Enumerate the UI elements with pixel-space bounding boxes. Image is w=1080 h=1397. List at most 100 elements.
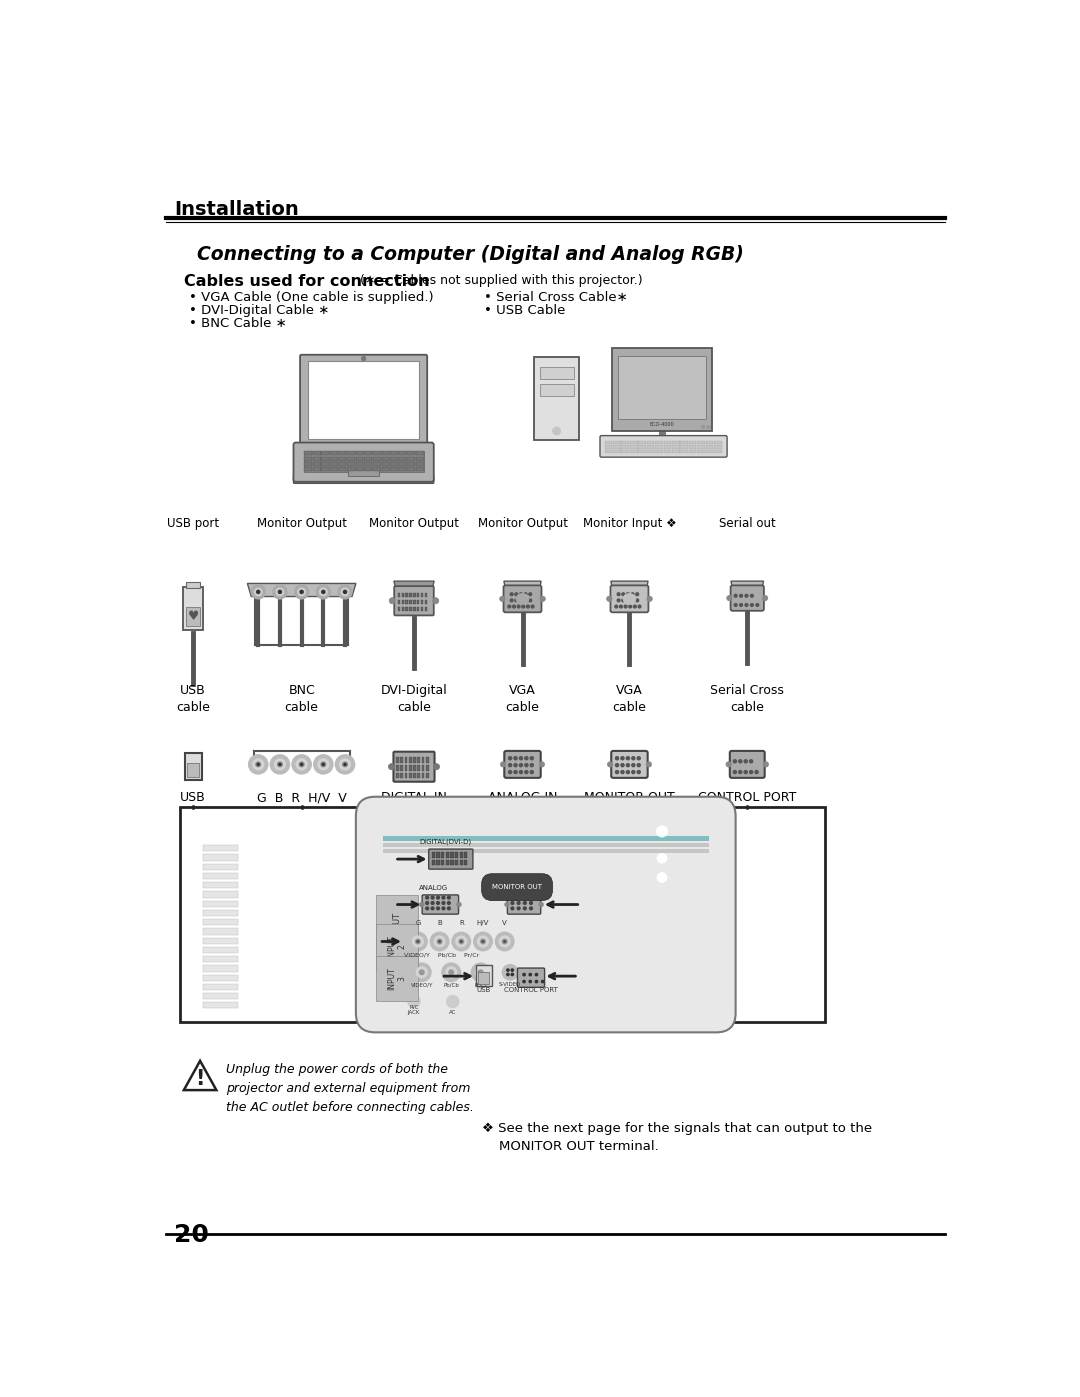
Bar [672, 440, 679, 444]
Circle shape [431, 901, 434, 904]
Bar [203, 891, 238, 898]
Bar [422, 757, 424, 763]
Bar [401, 766, 403, 771]
Circle shape [529, 592, 531, 595]
Circle shape [517, 605, 521, 608]
Circle shape [524, 592, 527, 595]
Circle shape [449, 970, 454, 975]
Circle shape [482, 940, 484, 943]
Circle shape [529, 599, 531, 602]
Text: INPUT
3: INPUT 3 [388, 967, 407, 990]
Circle shape [539, 902, 543, 907]
Circle shape [733, 760, 737, 763]
Bar [330, 457, 338, 461]
Bar [390, 462, 397, 465]
Bar [397, 592, 400, 598]
Text: • BNC Cable ∗: • BNC Cable ∗ [189, 317, 287, 330]
Bar [422, 773, 424, 778]
Circle shape [436, 901, 440, 904]
FancyBboxPatch shape [394, 587, 434, 616]
Circle shape [629, 605, 632, 608]
Bar [613, 446, 621, 448]
Bar [460, 852, 463, 858]
Bar [540, 367, 573, 379]
Circle shape [636, 592, 638, 595]
Circle shape [257, 591, 260, 594]
Polygon shape [247, 584, 356, 597]
Text: INPUT
2: INPUT 2 [388, 936, 407, 958]
Circle shape [502, 964, 517, 979]
Circle shape [499, 936, 510, 947]
Circle shape [502, 939, 507, 944]
Circle shape [248, 756, 268, 774]
Bar [303, 451, 423, 472]
Bar [656, 440, 663, 444]
Text: Connecting to a Computer (Digital and Analog RGB): Connecting to a Computer (Digital and An… [197, 244, 744, 264]
Bar [656, 450, 663, 453]
Bar [203, 901, 238, 907]
Bar [339, 451, 347, 455]
Bar [621, 440, 630, 444]
Bar [373, 457, 380, 461]
Circle shape [522, 605, 525, 608]
Circle shape [739, 771, 742, 774]
Bar [409, 599, 411, 605]
Bar [621, 450, 630, 453]
Circle shape [341, 588, 349, 595]
Circle shape [524, 897, 526, 900]
Bar [422, 766, 424, 771]
Bar [714, 440, 721, 444]
Bar [348, 457, 355, 461]
Circle shape [436, 897, 440, 900]
Text: R: R [459, 921, 463, 926]
Circle shape [756, 604, 759, 606]
Circle shape [658, 854, 666, 863]
Bar [381, 457, 389, 461]
Text: Pb/Cb: Pb/Cb [443, 982, 459, 988]
Circle shape [413, 963, 431, 982]
Bar [203, 956, 238, 963]
Polygon shape [731, 581, 764, 588]
Circle shape [431, 897, 434, 900]
Bar [339, 457, 347, 461]
Circle shape [744, 771, 747, 774]
Text: Monitor Output: Monitor Output [477, 517, 567, 529]
Bar [638, 450, 646, 453]
Circle shape [751, 594, 753, 597]
Text: • DVI-Digital Cable ∗: • DVI-Digital Cable ∗ [189, 305, 329, 317]
Circle shape [624, 605, 627, 608]
Bar [663, 440, 671, 444]
Circle shape [514, 771, 517, 774]
Bar [203, 965, 238, 971]
Text: Unplug the power cords of both the
projector and external equipment from
the AC : Unplug the power cords of both the proje… [227, 1063, 474, 1115]
Circle shape [447, 901, 450, 904]
Bar [397, 606, 400, 610]
Circle shape [345, 764, 346, 766]
Circle shape [539, 761, 544, 767]
Bar [672, 450, 679, 453]
Circle shape [517, 907, 521, 909]
Circle shape [447, 897, 450, 900]
Text: MONITOR OUT: MONITOR OUT [584, 791, 675, 805]
Text: Monitor Input ❖: Monitor Input ❖ [582, 517, 676, 529]
Circle shape [416, 939, 420, 944]
Bar [414, 599, 416, 605]
Circle shape [739, 760, 742, 763]
Bar [417, 592, 419, 598]
Bar [364, 467, 372, 471]
Bar [426, 757, 429, 763]
Bar [313, 462, 321, 465]
Text: R/C
JACK: R/C JACK [408, 1004, 420, 1014]
Text: USB
cable: USB cable [176, 683, 211, 714]
Bar [305, 457, 312, 461]
Bar [203, 873, 238, 879]
Circle shape [631, 599, 634, 602]
Circle shape [622, 592, 624, 595]
Bar [355, 451, 364, 455]
Bar [705, 446, 713, 448]
Bar [322, 451, 329, 455]
Circle shape [750, 771, 753, 774]
Text: V: V [502, 921, 507, 926]
Bar [698, 450, 705, 453]
Text: VIDEO/Y    Pb/Cb    Pr/Cr: VIDEO/Y Pb/Cb Pr/Cr [404, 953, 478, 958]
